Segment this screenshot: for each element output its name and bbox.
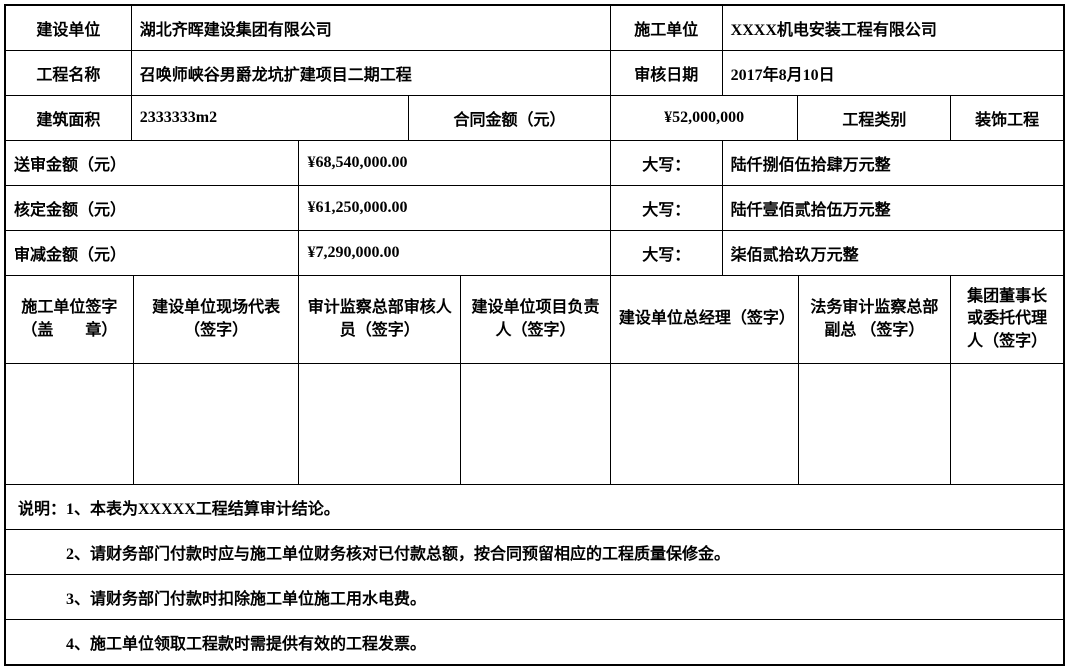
row-signatures-space (6, 364, 1063, 485)
sig-label-audit-staff: 审计监察总部审核人员（签字） (299, 276, 461, 363)
value-contractor: XXXX机电安装工程有限公司 (723, 6, 1063, 50)
label-contractor: 施工单位 (611, 6, 723, 50)
sig-label-general-manager: 建设单位总经理（签字） (611, 276, 799, 363)
sig-label-site-rep: 建设单位现场代表（签字） (134, 276, 300, 363)
note-4: 4、施工单位领取工程款时需提供有效的工程发票。 (6, 620, 1063, 666)
row-project-name: 工程名称 召唤师峡谷男爵龙坑扩建项目二期工程 审核日期 2017年8月10日 (6, 51, 1063, 96)
value-building-area: 2333333m2 (132, 96, 409, 140)
value-submitted-capital: 陆仟捌佰伍拾肆万元整 (723, 141, 1063, 185)
sig-label-contractor: 施工单位签字（盖 章） (6, 276, 134, 363)
label-building-area: 建筑面积 (6, 96, 132, 140)
sig-space-project-manager (461, 364, 611, 484)
label-capital-1: 大写： (611, 141, 723, 185)
note-3: 3、请财务部门付款时扣除施工单位施工用水电费。 (6, 575, 1063, 620)
sig-space-legal-vp (799, 364, 952, 484)
sig-space-general-manager (611, 364, 799, 484)
label-approved-amount: 核定金额（元） (6, 186, 299, 230)
value-approved-amount: ¥61,250,000.00 (299, 186, 610, 230)
audit-form: 建设单位 湖北齐晖建设集团有限公司 施工单位 XXXX机电安装工程有限公司 工程… (4, 4, 1065, 666)
note-1: 说明：1、本表为XXXXX工程结算审计结论。 (6, 485, 1063, 530)
label-submitted-amount: 送审金额（元） (6, 141, 299, 185)
label-capital-3: 大写： (611, 231, 723, 275)
row-construction-unit: 建设单位 湖北齐晖建设集团有限公司 施工单位 XXXX机电安装工程有限公司 (6, 6, 1063, 51)
value-submitted-amount: ¥68,540,000.00 (299, 141, 610, 185)
row-approved-amount: 核定金额（元） ¥61,250,000.00 大写： 陆仟壹佰贰拾伍万元整 (6, 186, 1063, 231)
label-capital-2: 大写： (611, 186, 723, 230)
value-reduced-capital: 柒佰贰拾玖万元整 (723, 231, 1063, 275)
sig-space-chairman (951, 364, 1063, 484)
value-construction-unit: 湖北齐晖建设集团有限公司 (132, 6, 611, 50)
label-project-name: 工程名称 (6, 51, 132, 95)
row-signatures-header: 施工单位签字（盖 章） 建设单位现场代表（签字） 审计监察总部审核人员（签字） … (6, 276, 1063, 364)
sig-space-audit-staff (299, 364, 461, 484)
sig-label-legal-vp: 法务审计监察总部副总 （签字） (799, 276, 952, 363)
value-reduced-amount: ¥7,290,000.00 (299, 231, 610, 275)
row-submitted-amount: 送审金额（元） ¥68,540,000.00 大写： 陆仟捌佰伍拾肆万元整 (6, 141, 1063, 186)
sig-label-project-manager: 建设单位项目负责人（签字） (461, 276, 611, 363)
value-review-date: 2017年8月10日 (723, 51, 1063, 95)
label-project-type: 工程类别 (798, 96, 951, 140)
value-project-name: 召唤师峡谷男爵龙坑扩建项目二期工程 (132, 51, 611, 95)
label-reduced-amount: 审减金额（元） (6, 231, 299, 275)
value-contract-amount: ¥52,000,000 (611, 96, 799, 140)
label-review-date: 审核日期 (611, 51, 723, 95)
sig-space-site-rep (134, 364, 300, 484)
row-building-area: 建筑面积 2333333m2 合同金额（元） ¥52,000,000 工程类别 … (6, 96, 1063, 141)
note-2: 2、请财务部门付款时应与施工单位财务核对已付款总额，按合同预留相应的工程质量保修… (6, 530, 1063, 575)
row-reduced-amount: 审减金额（元） ¥7,290,000.00 大写： 柒佰贰拾玖万元整 (6, 231, 1063, 276)
sig-space-contractor (6, 364, 134, 484)
label-contract-amount: 合同金额（元） (409, 96, 611, 140)
label-construction-unit: 建设单位 (6, 6, 132, 50)
sig-label-chairman: 集团董事长或委托代理人（签字） (951, 276, 1063, 363)
value-project-type: 装饰工程 (951, 96, 1063, 140)
value-approved-capital: 陆仟壹佰贰拾伍万元整 (723, 186, 1063, 230)
